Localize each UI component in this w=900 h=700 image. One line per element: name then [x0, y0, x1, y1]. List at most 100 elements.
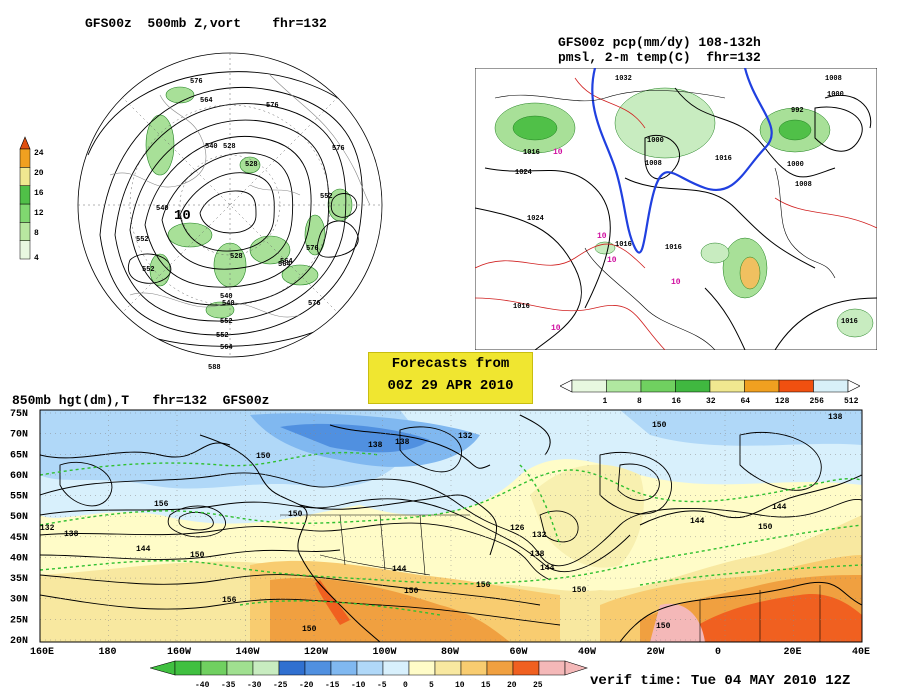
isobar-label: 1016 — [841, 318, 858, 326]
coastlines — [494, 90, 836, 350]
isobar-label: 1016 — [513, 303, 530, 311]
colorbar-segment — [356, 660, 384, 676]
precip-shading — [494, 87, 874, 338]
vort-contour-label: 540 — [222, 300, 235, 308]
h850-colorbar-label: -20 — [299, 681, 314, 690]
vort-contour-label: 528 — [245, 161, 258, 169]
colorbar-segment — [606, 379, 642, 393]
colorbar-segment — [330, 660, 358, 676]
vort-colorbar-label: 8 — [34, 229, 39, 238]
vort-contour-label: 576 — [266, 102, 279, 110]
h850-colorbar-label: 5 — [429, 681, 434, 690]
h850-contour-label: 144 — [392, 565, 407, 574]
precip-colorbar: 1 8 16 32 64 128 256 512 — [560, 379, 860, 406]
longitude-label: 160W — [167, 647, 191, 658]
h850-contour-label: 144 — [690, 517, 705, 526]
longitude-label: 20W — [647, 647, 665, 658]
h850-colorbar-label: -5 — [377, 681, 387, 690]
vort-contour-label: 576 — [306, 245, 319, 253]
colorbar-segment — [252, 660, 280, 676]
colorbar-segment — [709, 379, 745, 393]
colorbar-arrow-left — [150, 660, 176, 676]
h850-contour-label: 144 — [136, 545, 151, 554]
latitude-label: 20N — [10, 636, 28, 647]
colorbar-arrow-right — [564, 660, 588, 676]
h850-contour-label: 144 — [540, 564, 555, 573]
h850-colorbar-label: 20 — [507, 681, 517, 690]
h850-contour-label: 138 — [828, 413, 843, 422]
banner-line-2: 00Z 29 APR 2010 — [387, 378, 514, 394]
h850-contour-label: 156 — [154, 500, 169, 509]
colorbar-segment — [813, 379, 849, 393]
vort-contour-labels: 576 564 576 540 528 528 540 552 552 564 … — [136, 78, 345, 372]
vort-contour-label: 540 — [156, 205, 169, 213]
vort-panel-title: GFS00z 500mb Z,vort fhr=132 — [85, 16, 327, 31]
latitude-label: 35N — [10, 574, 28, 585]
h850-colorbar-label: -40 — [195, 681, 210, 690]
temp-label: 10 — [671, 278, 681, 287]
h850-contour-label: 138 — [368, 441, 383, 450]
h850-contour-label: 138 — [395, 438, 410, 447]
colorbar-segment — [19, 167, 31, 186]
latitude-label: 30N — [10, 595, 28, 606]
isobar-label: 1016 — [615, 241, 632, 249]
isobar-label: 1024 — [527, 215, 544, 223]
isobar-label: 1008 — [795, 181, 812, 189]
latitude-label: 70N — [10, 430, 28, 441]
h850-contour-label: 138 — [530, 550, 545, 559]
isobar-label: 1016 — [715, 155, 732, 163]
polar-grid — [78, 53, 382, 357]
longitude-label: 180 — [99, 647, 117, 658]
vort-contour-label: 540 — [205, 143, 218, 151]
precip-colorbar-label: 32 — [706, 397, 716, 406]
longitude-label: 160E — [30, 647, 54, 658]
precip-panel-title-1: GFS00z pcp(mm/dy) 108-132h — [558, 35, 761, 50]
temp-label: 10 — [597, 232, 607, 241]
isobar-label: 1000 — [827, 91, 844, 99]
vort-contour-label: 10 — [174, 208, 191, 224]
freezing-line — [591, 68, 773, 254]
colorbar-segment — [778, 379, 814, 393]
colorbar-segment — [174, 660, 202, 676]
colorbar-segment — [200, 660, 228, 676]
h850-colorbar-label: 25 — [533, 681, 543, 690]
colorbar-segment — [19, 222, 31, 241]
colorbar-segment — [512, 660, 540, 676]
colorbar-segment — [744, 379, 780, 393]
h850-contour-label: 150 — [652, 421, 667, 430]
temperature-contours — [40, 451, 862, 616]
longitude-label: 120W — [304, 647, 328, 658]
latitude-label: 40N — [10, 553, 28, 564]
forecast-banner: Forecasts from 00Z 29 APR 2010 — [368, 352, 533, 404]
isobar-label: 1024 — [515, 169, 532, 177]
precip-colorbar-label: 8 — [637, 397, 642, 406]
colorbar-arrow-right — [847, 379, 860, 393]
map-grid — [39, 410, 863, 642]
isobar-label: 1008 — [825, 75, 842, 83]
vort-contour-label: 540 — [220, 293, 233, 301]
h850-contour-label: 126 — [510, 524, 525, 533]
latitude-label: 45N — [10, 533, 28, 544]
h850-contour-label: 150 — [404, 587, 419, 596]
isobar-label: 1032 — [615, 75, 632, 83]
temp-label: 10 — [553, 148, 563, 157]
coastlines — [109, 74, 371, 318]
colorbar-segment — [382, 660, 410, 676]
vort-contour-label: 552 — [142, 266, 155, 274]
latitude-label: 60N — [10, 471, 28, 482]
colorbar-segment — [571, 379, 607, 393]
h850-contour-label: 156 — [476, 581, 491, 590]
precip-colorbar-label: 512 — [844, 397, 859, 406]
colorbar-segment — [486, 660, 514, 676]
coastlines — [40, 414, 862, 642]
vort-contour-label: 564 — [200, 97, 213, 105]
isobar-labels: 1008 1000 1016 1024 1024 1000 1008 1016 … — [513, 75, 858, 326]
h850-contour-label: 138 — [64, 530, 79, 539]
isobar-label: 1016 — [523, 149, 540, 157]
colorbar-segment — [226, 660, 254, 676]
longitude-label: 140W — [236, 647, 260, 658]
latitude-labels: 75N 70N 65N 60N 55N 50N 45N 40N 35N 30N 25N 20N — [10, 409, 28, 647]
colorbar-segment — [434, 660, 462, 676]
h850-contour-label: 150 — [572, 586, 587, 595]
verification-time: verif time: Tue 04 MAY 2010 12Z — [590, 673, 851, 689]
